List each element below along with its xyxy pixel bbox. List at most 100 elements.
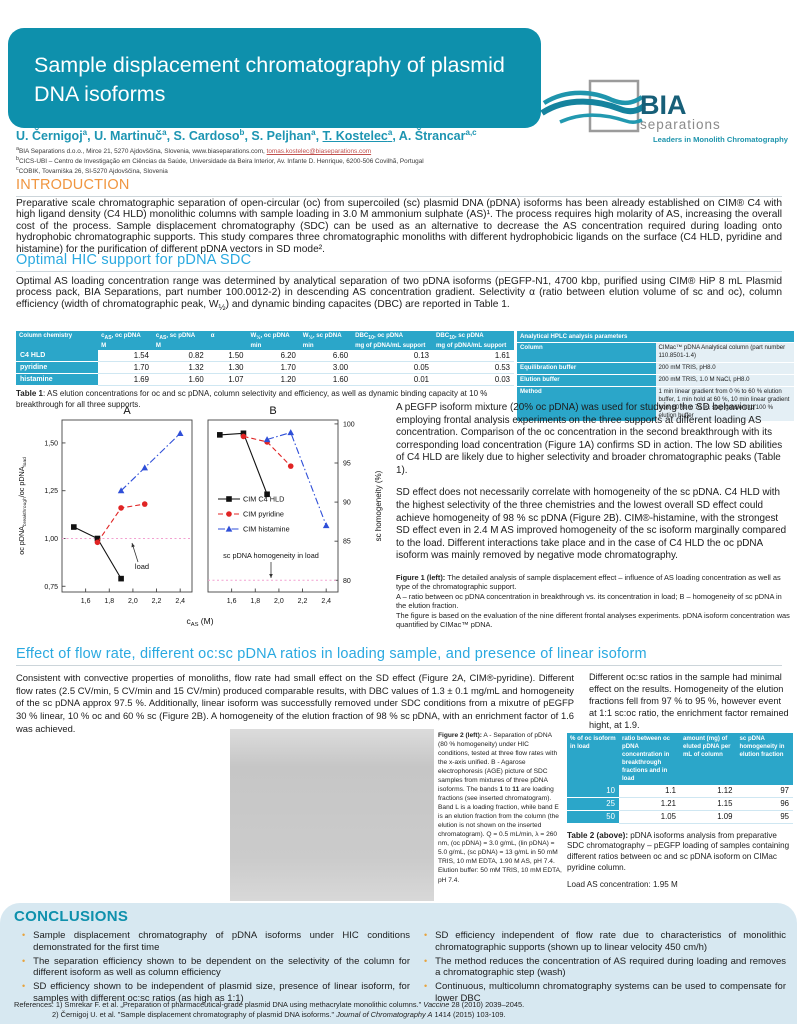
table1-cell: 1.69 <box>98 373 153 387</box>
table2-cell: 95 <box>736 810 793 824</box>
svg-text:80: 80 <box>343 578 351 585</box>
table1-cell: histamine <box>16 373 99 387</box>
table2-row: 25 1.21 1.15 96 <box>567 797 793 811</box>
table1-cell: 1.70 <box>247 361 300 375</box>
conclusion-item: • The method reduces the concentration of… <box>420 956 786 979</box>
table1-cell: 1.30 <box>207 361 248 375</box>
section-heading-flow-rate: Effect of flow rate, different oc:sc pDN… <box>16 646 782 666</box>
bullet-icon: • <box>22 981 26 992</box>
svg-text:90: 90 <box>343 500 351 507</box>
table1-cell: 1.32 <box>152 361 208 375</box>
hplc-parameters-table: Analytical HPLC analysis parameters Colum… <box>517 331 794 423</box>
svg-text:CIM C4 HLD: CIM C4 HLD <box>243 495 284 504</box>
flow-rate-text-right: Different oc:sc ratios in the sample had… <box>589 672 789 730</box>
figure2a-chromatogram <box>12 729 228 904</box>
svg-text:2,4: 2,4 <box>321 598 331 605</box>
table2-caption: Table 2 (above): pDNA isoforms analysis … <box>567 830 790 872</box>
author: T. Kosteleca <box>322 127 393 143</box>
table1-cell: 0.03 <box>433 373 514 387</box>
series-cim-pyridine <box>94 501 148 546</box>
figure1-caption: Figure 1 (left): The detailed analysis o… <box>396 573 790 630</box>
table2-cell: 97 <box>736 784 793 798</box>
table1-cell: 1.50 <box>207 350 248 363</box>
table2-cell: 1.21 <box>618 797 680 811</box>
affiliation-line: cCOBIK, Tovarniška 26, SI-5270 Ajdovščin… <box>16 165 168 175</box>
conclusion-item: • SD efficiency independent of flow rate … <box>420 930 786 953</box>
svg-text:B: B <box>269 405 276 417</box>
table1-cell: 1.20 <box>247 373 300 387</box>
introduction-text: Preparative scale chromatographic separa… <box>16 198 782 255</box>
affiliation-line: aBIA Separations d.o.o., Mirce 21, 5270 … <box>16 145 372 155</box>
table1-header-cell: DBC10, oc pDNA mg of pDNA/mL support <box>352 331 433 351</box>
hplc-params-row: Equilibration buffer 200 mM TRIS, pH8.0 <box>517 362 794 375</box>
conclusion-text: The method reduces the concentration of … <box>435 955 786 979</box>
figure1-caption-line: The figure is based on the evaluation of… <box>396 610 790 630</box>
table2-cell: 1.05 <box>618 810 680 824</box>
svg-text:CIM histamine: CIM histamine <box>243 525 290 534</box>
svg-text:cAS (M): cAS (M) <box>186 616 213 628</box>
table1-cell: 3.00 <box>299 361 353 375</box>
table1-caption: Table 1: AS elution concentrations for o… <box>16 389 488 409</box>
section-heading-introduction: INTRODUCTION <box>16 177 782 197</box>
table2-header-cell: ratio between oc pDNA concentration in b… <box>618 733 680 785</box>
section-heading-hic-support: Optimal HIC support for pDNA SDC <box>16 252 782 272</box>
conclusions-column-left: • Sample displacement chromatography of p… <box>18 930 410 1007</box>
table2-cell: 25 <box>567 797 619 811</box>
reference-line-1: References: 1) Smrekar F. et al. „Prepar… <box>14 1000 525 1009</box>
table1-cell: 6.60 <box>299 350 353 363</box>
logo-bia-text: BIA <box>640 90 687 120</box>
series-cim-c4-hld <box>217 430 270 498</box>
table1-header-cell: cAS, oc pDNA M <box>98 331 153 351</box>
conclusion-item: • Continuous, multicolumn chromatography … <box>420 981 786 1004</box>
svg-text:1,8: 1,8 <box>104 598 114 605</box>
affiliation-line: bCICS-UBI – Centro de Investigação em Ci… <box>16 155 424 165</box>
svg-text:1,8: 1,8 <box>250 598 260 605</box>
title-banner: Sample displacement chromatography of pl… <box>8 28 541 128</box>
reference-line-2: 2) Černigoj U. et al. "Sample displaceme… <box>52 1009 506 1019</box>
conclusion-text: SD efficiency shown to be independent of… <box>33 981 410 1004</box>
svg-text:0,75: 0,75 <box>44 584 58 591</box>
figure1-caption-line: Figure 1 (left): The detailed analysis o… <box>396 572 781 592</box>
bullet-icon: • <box>424 981 428 992</box>
figure2-caption: Figure 2 (left): A - Separation of pDNA … <box>438 732 562 884</box>
table2-cell: 96 <box>736 797 793 811</box>
bullet-icon: • <box>424 930 428 940</box>
svg-text:sc pDNA homogeneity in load: sc pDNA homogeneity in load <box>223 551 319 560</box>
author: S. Peljhana <box>251 127 316 143</box>
table1-header-cell: Column chemistry <box>16 331 99 351</box>
email-link[interactable]: tomas.kostelec@biaseparations.com <box>266 148 372 155</box>
svg-text:2,4: 2,4 <box>175 598 185 605</box>
svg-text:oc pDNAbreakthrough/oc pDNAloa: oc pDNAbreakthrough/oc pDNAload <box>17 457 28 555</box>
author: A. Štrancara,c <box>398 127 477 143</box>
svg-text:1,50: 1,50 <box>44 440 58 447</box>
conclusion-item: • The separation efficiency shown to be d… <box>18 956 410 979</box>
series-cim-c4-hld <box>71 524 124 582</box>
series-cim-histamine <box>263 429 330 529</box>
svg-text:load: load <box>135 562 149 571</box>
bia-separations-logo: BIA separations Leaders in Monolith Chro… <box>540 79 789 144</box>
svg-text:2,0: 2,0 <box>128 598 138 605</box>
conclusions-column-right: • SD efficiency independent of flow rate … <box>420 930 786 1007</box>
svg-text:2,0: 2,0 <box>274 598 284 605</box>
conclusion-text: Continuous, multicolumn chromatography s… <box>435 981 786 1004</box>
author: U. Černigoja <box>16 127 88 143</box>
table1-header-cell: W½, sc pDNA min <box>299 331 353 351</box>
conclusion-item: • Sample displacement chromatography of p… <box>18 930 410 953</box>
table1-cell: 1.07 <box>207 373 248 387</box>
authors-line: U. Černigoja, U. Martinuča, S. Cardosob,… <box>16 127 477 143</box>
series-cim-histamine <box>117 429 184 494</box>
table2-block: % of oc isoform in load ratio between oc … <box>567 733 793 891</box>
svg-text:1,6: 1,6 <box>81 598 91 605</box>
bullet-icon: • <box>22 930 26 940</box>
table2-cell: 1.12 <box>679 784 737 798</box>
svg-text:2,2: 2,2 <box>298 598 308 605</box>
figure1-text-block: A pEGFP isoform mixture (20% oc pDNA) wa… <box>396 402 790 630</box>
table2-header-cell: sc pDNA homogeneity in elution fraction <box>736 733 793 785</box>
table2-cell: 1.1 <box>618 784 680 798</box>
conclusion-text: Sample displacement chromatography of pD… <box>33 930 410 953</box>
figure1-panel-B: 1,6 1,8 2,0 2,2 2,4 80 85 90 95 100 <box>207 419 355 605</box>
poster-title: Sample displacement chromatography of pl… <box>34 53 505 106</box>
table1-cell: C4 HLD <box>16 350 99 363</box>
table1-header-cell: DBC10, sc pDNA mg of pDNA/mL support <box>433 331 514 351</box>
